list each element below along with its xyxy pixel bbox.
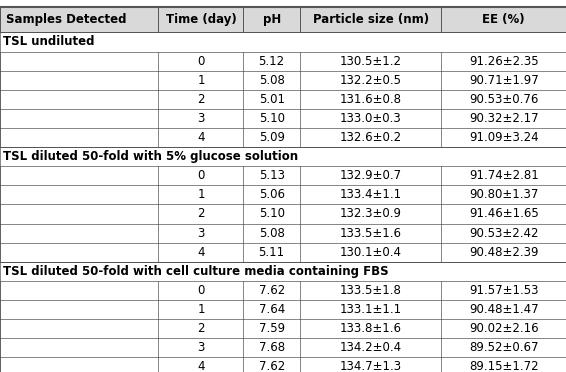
- Text: TSL diluted 50-fold with cell culture media containing FBS: TSL diluted 50-fold with cell culture me…: [3, 265, 388, 278]
- Text: 133.8±1.6: 133.8±1.6: [340, 322, 402, 335]
- Text: 7.64: 7.64: [259, 303, 285, 316]
- Text: EE (%): EE (%): [482, 13, 525, 26]
- Text: Particle size (nm): Particle size (nm): [312, 13, 429, 26]
- Text: 5.10: 5.10: [259, 112, 285, 125]
- Text: 1: 1: [197, 188, 205, 201]
- Text: 0: 0: [197, 169, 205, 182]
- Text: 90.53±0.76: 90.53±0.76: [469, 93, 538, 106]
- Text: Samples Detected: Samples Detected: [6, 13, 126, 26]
- Text: 3: 3: [197, 227, 205, 240]
- Text: 90.48±2.39: 90.48±2.39: [469, 246, 538, 259]
- Text: 132.6±0.2: 132.6±0.2: [340, 131, 402, 144]
- Text: 130.1±0.4: 130.1±0.4: [340, 246, 402, 259]
- Text: 4: 4: [197, 246, 205, 259]
- Text: TSL diluted 50-fold with 5% glucose solution: TSL diluted 50-fold with 5% glucose solu…: [3, 150, 298, 163]
- Text: 3: 3: [197, 341, 205, 354]
- Text: 5.13: 5.13: [259, 169, 285, 182]
- Text: 90.53±2.42: 90.53±2.42: [469, 227, 538, 240]
- Text: 2: 2: [197, 208, 205, 221]
- Text: 3: 3: [197, 112, 205, 125]
- Text: pH: pH: [263, 13, 281, 26]
- Text: 0: 0: [197, 284, 205, 297]
- Text: TSL undiluted: TSL undiluted: [3, 35, 95, 48]
- Text: 134.2±0.4: 134.2±0.4: [340, 341, 402, 354]
- Text: 5.11: 5.11: [259, 246, 285, 259]
- Text: 133.5±1.6: 133.5±1.6: [340, 227, 402, 240]
- Text: 89.15±1.72: 89.15±1.72: [469, 360, 539, 372]
- Text: 133.4±1.1: 133.4±1.1: [340, 188, 402, 201]
- Text: 1: 1: [197, 74, 205, 87]
- Text: 4: 4: [197, 131, 205, 144]
- Text: 90.80±1.37: 90.80±1.37: [469, 188, 538, 201]
- Text: 5.01: 5.01: [259, 93, 285, 106]
- Text: 5.09: 5.09: [259, 131, 285, 144]
- Text: 2: 2: [197, 93, 205, 106]
- Text: 91.57±1.53: 91.57±1.53: [469, 284, 538, 297]
- Text: 91.74±2.81: 91.74±2.81: [469, 169, 539, 182]
- Text: Time (day): Time (day): [166, 13, 237, 26]
- Text: 133.1±1.1: 133.1±1.1: [340, 303, 402, 316]
- Text: 7.68: 7.68: [259, 341, 285, 354]
- Bar: [0, 7, 566, 32]
- Text: 90.48±1.47: 90.48±1.47: [469, 303, 539, 316]
- Text: 132.3±0.9: 132.3±0.9: [340, 208, 402, 221]
- Text: 134.7±1.3: 134.7±1.3: [340, 360, 402, 372]
- Text: 130.5±1.2: 130.5±1.2: [340, 55, 402, 68]
- Text: 89.52±0.67: 89.52±0.67: [469, 341, 538, 354]
- Text: 7.59: 7.59: [259, 322, 285, 335]
- Text: 91.26±2.35: 91.26±2.35: [469, 55, 539, 68]
- Text: 5.12: 5.12: [259, 55, 285, 68]
- Text: 90.32±2.17: 90.32±2.17: [469, 112, 539, 125]
- Text: 5.08: 5.08: [259, 74, 285, 87]
- Text: 4: 4: [197, 360, 205, 372]
- Text: 1: 1: [197, 303, 205, 316]
- Text: 133.5±1.8: 133.5±1.8: [340, 284, 402, 297]
- Text: 133.0±0.3: 133.0±0.3: [340, 112, 402, 125]
- Text: 91.09±3.24: 91.09±3.24: [469, 131, 539, 144]
- Text: 7.62: 7.62: [259, 360, 285, 372]
- Text: 7.62: 7.62: [259, 284, 285, 297]
- Text: 5.06: 5.06: [259, 188, 285, 201]
- Text: 5.10: 5.10: [259, 208, 285, 221]
- Text: 5.08: 5.08: [259, 227, 285, 240]
- Text: 132.2±0.5: 132.2±0.5: [340, 74, 402, 87]
- Text: 90.02±2.16: 90.02±2.16: [469, 322, 539, 335]
- Text: 0: 0: [197, 55, 205, 68]
- Text: 90.71±1.97: 90.71±1.97: [469, 74, 539, 87]
- Text: 2: 2: [197, 322, 205, 335]
- Text: 132.9±0.7: 132.9±0.7: [340, 169, 402, 182]
- Text: 91.46±1.65: 91.46±1.65: [469, 208, 539, 221]
- Text: 131.6±0.8: 131.6±0.8: [340, 93, 402, 106]
